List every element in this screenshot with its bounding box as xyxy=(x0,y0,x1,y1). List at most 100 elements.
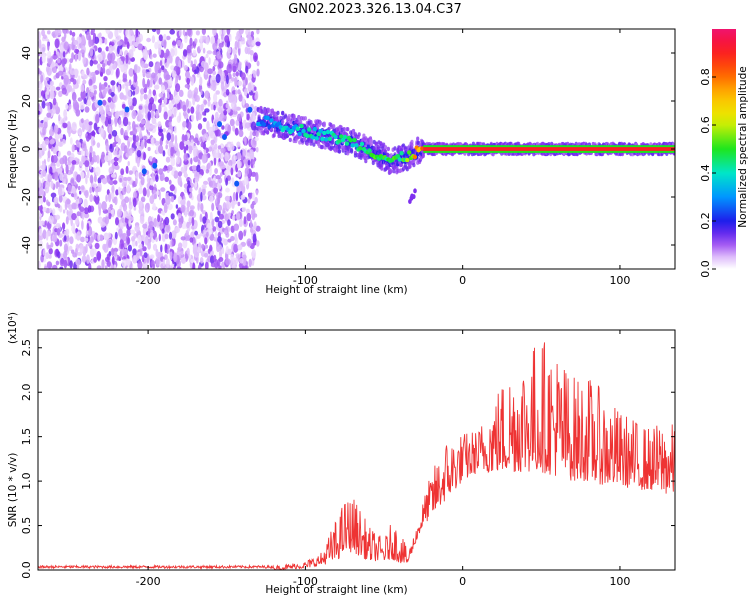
heatmap-cell xyxy=(118,149,123,156)
x-tick-label: 100 xyxy=(609,575,630,588)
y-axis-label: Frequency (Hz) xyxy=(7,109,19,188)
y-tick-label: 1.0 xyxy=(20,472,33,490)
heatmap-cell xyxy=(97,53,103,63)
heatmap-cell xyxy=(327,136,333,142)
heatmap-cell xyxy=(41,146,47,152)
heatmap-cell xyxy=(123,177,128,181)
heatmap-cell xyxy=(210,262,216,268)
heatmap-cell xyxy=(218,161,224,167)
heatmap-cell xyxy=(146,188,150,198)
heatmap-cell xyxy=(104,265,108,269)
heatmap-cell xyxy=(111,264,114,269)
heatmap-cell xyxy=(38,205,43,211)
heatmap-cell xyxy=(223,230,228,235)
heatmap-cell xyxy=(210,139,215,145)
heatmap-cell xyxy=(232,65,237,73)
heatmap-cell xyxy=(86,222,90,231)
heatmap-cell xyxy=(196,73,201,78)
heatmap-cell xyxy=(157,121,162,128)
heatmap-cell xyxy=(54,38,60,49)
heatmap-cell xyxy=(142,69,147,75)
heatmap-cell xyxy=(93,256,97,263)
heatmap-cell xyxy=(234,127,239,136)
heatmap-cell xyxy=(193,137,199,144)
heatmap-cell xyxy=(164,216,170,226)
heatmap-cell xyxy=(88,262,92,269)
heatmap-cell xyxy=(174,134,178,144)
heatmap-cell xyxy=(84,123,90,131)
heatmap-cell xyxy=(184,83,191,89)
heatmap-cell xyxy=(183,152,188,162)
heatmap-cell xyxy=(108,133,112,140)
heatmap-cell xyxy=(163,52,168,59)
heatmap-cell xyxy=(416,136,420,141)
heatmap-cell xyxy=(111,208,115,218)
heatmap-cell xyxy=(121,95,127,100)
heatmap-cell xyxy=(152,53,157,58)
heatmap-cell xyxy=(172,40,177,46)
heatmap-cell xyxy=(168,102,174,110)
heatmap-cell xyxy=(247,74,252,81)
heatmap-cell xyxy=(50,180,54,189)
heatmap-cell xyxy=(102,67,106,74)
heatmap-cell xyxy=(141,168,147,175)
heatmap-cell xyxy=(254,196,258,204)
heatmap-cell xyxy=(62,222,66,231)
colorbar-label: Normalized spectral amplitude xyxy=(737,66,749,227)
heatmap-cell xyxy=(114,196,118,206)
heatmap-cell xyxy=(79,160,84,167)
heatmap-cell xyxy=(152,263,156,269)
heatmap-cell xyxy=(67,85,73,93)
heatmap-cell xyxy=(253,70,257,78)
heatmap-cell xyxy=(185,70,190,79)
heatmap-cell xyxy=(93,233,97,240)
heatmap-cell xyxy=(246,212,252,222)
heatmap-cell xyxy=(217,220,223,229)
heatmap-cell xyxy=(70,166,74,175)
heatmap-cell xyxy=(229,144,235,151)
heatmap-cell xyxy=(97,63,101,72)
heatmap-cell xyxy=(80,35,86,45)
heatmap-cell xyxy=(89,152,93,163)
heatmap-cell xyxy=(251,159,256,165)
heatmap-cell xyxy=(140,196,146,203)
heatmap-cell xyxy=(348,138,353,143)
heatmap-cell xyxy=(386,146,390,152)
heatmap-cell xyxy=(171,170,175,176)
x-tick-label: 100 xyxy=(609,274,630,287)
heatmap-cell xyxy=(110,173,117,178)
heatmap-cell xyxy=(57,167,63,173)
heatmap-cell xyxy=(53,196,59,205)
heatmap-cell xyxy=(39,83,43,90)
heatmap-cell xyxy=(141,139,145,150)
heatmap-cell xyxy=(160,210,165,215)
heatmap-cell xyxy=(89,174,94,184)
heatmap-cell xyxy=(155,256,161,266)
heatmap-cell xyxy=(45,76,50,81)
heatmap-cell xyxy=(58,150,61,160)
heatmap-cell xyxy=(51,66,57,74)
heatmap-cell xyxy=(93,248,97,256)
heatmap-cell xyxy=(123,66,127,75)
heatmap-cell xyxy=(68,245,73,251)
heatmap-cell xyxy=(170,213,175,220)
heatmap-cell xyxy=(147,146,151,152)
heatmap-cell xyxy=(137,157,140,168)
heatmap-cell xyxy=(51,208,56,216)
heatmap-cell xyxy=(357,146,363,151)
y-axis-label: SNR (10 * v/v) xyxy=(7,453,19,528)
heatmap-cell xyxy=(210,130,215,139)
heatmap-cell xyxy=(142,77,146,88)
heatmap-cell xyxy=(133,63,139,73)
heatmap-cell xyxy=(60,44,63,53)
heatmap-cell xyxy=(295,126,300,131)
heatmap-cell xyxy=(357,132,361,137)
heatmap-cell xyxy=(163,70,169,81)
heatmap-cell xyxy=(217,182,222,190)
heatmap-cell xyxy=(80,185,85,190)
heatmap-cell xyxy=(229,118,235,127)
heatmap-cell xyxy=(168,179,172,185)
heatmap-cell xyxy=(113,247,119,253)
heatmap-cell xyxy=(192,97,196,106)
heatmap-cell xyxy=(166,88,171,93)
